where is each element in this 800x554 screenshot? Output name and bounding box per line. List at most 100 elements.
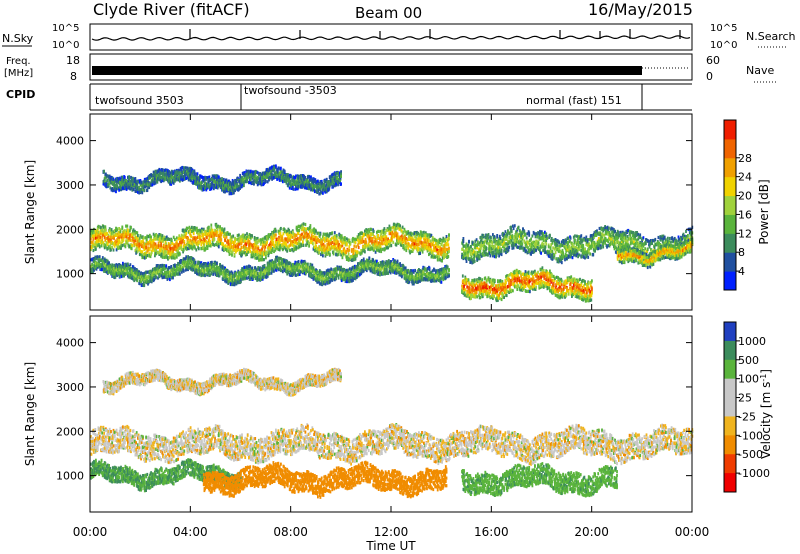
power-cell <box>259 272 262 276</box>
power-cell <box>230 241 233 245</box>
power-cell <box>253 254 255 258</box>
power-cell <box>164 253 166 257</box>
power-cell <box>185 243 188 247</box>
power-cell <box>118 227 120 231</box>
power-cell <box>289 238 292 242</box>
power-cell <box>256 254 258 258</box>
power-cell <box>218 239 221 243</box>
power-cell <box>95 229 97 233</box>
power-cell <box>243 250 245 254</box>
power-cell <box>429 239 432 243</box>
power-cell <box>175 236 178 240</box>
power-cell <box>212 242 215 247</box>
power-cell <box>183 242 186 246</box>
power-cell <box>217 242 220 246</box>
power-cell <box>308 241 310 245</box>
power-cell <box>367 247 369 251</box>
power-cell <box>270 233 272 237</box>
power-cell <box>277 247 280 251</box>
power-cell <box>307 262 309 266</box>
power-cell <box>301 226 304 230</box>
power-cell <box>311 238 314 242</box>
power-cell <box>200 246 203 251</box>
power-cell <box>396 259 399 263</box>
power-cell <box>182 245 185 249</box>
power-cell <box>270 250 273 254</box>
power-cell <box>184 244 187 248</box>
power-cell <box>161 234 164 238</box>
power-cell <box>213 243 216 247</box>
power-cell <box>147 248 150 252</box>
power-cell <box>91 263 94 267</box>
power-cell <box>167 249 170 253</box>
power-cell <box>239 248 242 252</box>
power-cell <box>204 238 206 242</box>
power-cell <box>291 235 294 239</box>
power-cell <box>270 245 272 249</box>
power-cell <box>239 238 242 242</box>
power-cell <box>143 283 146 288</box>
power-cell <box>90 240 93 244</box>
power-cell <box>177 237 180 241</box>
power-cell <box>142 236 145 240</box>
power-cell <box>204 247 207 251</box>
power-cell <box>237 245 240 249</box>
power-cell <box>268 246 271 250</box>
power-cell <box>317 231 320 235</box>
power-cell <box>108 227 111 231</box>
power-cell <box>283 246 286 250</box>
power-cell <box>333 231 336 235</box>
power-cell <box>208 237 211 241</box>
power-cell <box>304 222 307 227</box>
power-cell <box>187 241 189 245</box>
power-cell <box>113 235 115 239</box>
power-cell <box>307 235 309 239</box>
power-cell <box>238 239 240 243</box>
power-cell <box>111 242 114 246</box>
power-cell <box>117 236 119 240</box>
power-cell <box>243 246 246 250</box>
power-cell <box>283 228 286 232</box>
power-cell <box>274 248 277 252</box>
power-cell <box>323 244 326 248</box>
power-cell <box>296 237 299 241</box>
power-cell <box>275 233 277 237</box>
power-cell <box>224 247 227 252</box>
power-cell <box>175 248 178 252</box>
power-cell <box>231 240 234 244</box>
power-cell <box>318 247 321 251</box>
power-cell <box>132 228 135 232</box>
power-cell <box>147 235 150 239</box>
power-cell <box>195 237 198 241</box>
power-cell <box>331 241 334 245</box>
power-cell <box>252 244 255 248</box>
power-cell <box>244 238 247 242</box>
power-cell <box>216 233 218 237</box>
power-cell <box>271 242 274 246</box>
power-cell <box>207 232 210 236</box>
power-cell <box>128 237 131 241</box>
power-cell <box>364 250 366 254</box>
power-cell <box>246 249 248 253</box>
power-cell <box>172 250 174 254</box>
power-cell <box>386 268 388 272</box>
power-cell <box>229 232 231 236</box>
power-cell <box>101 235 104 239</box>
power-cell <box>185 247 188 251</box>
power-cell <box>230 251 233 255</box>
power-cell <box>246 252 248 256</box>
power-cell <box>191 240 194 244</box>
power-cell <box>168 243 171 247</box>
power-cell <box>110 238 112 242</box>
power-cell <box>174 237 176 242</box>
power-cell <box>321 242 324 246</box>
power-cell <box>211 234 213 238</box>
power-cell <box>217 245 220 249</box>
power-cell <box>209 242 211 246</box>
power-cell <box>219 236 222 240</box>
power-cell <box>101 256 104 260</box>
power-cell <box>170 238 173 242</box>
power-cell <box>159 239 162 243</box>
power-cell <box>135 250 138 254</box>
power-cell <box>318 234 321 238</box>
